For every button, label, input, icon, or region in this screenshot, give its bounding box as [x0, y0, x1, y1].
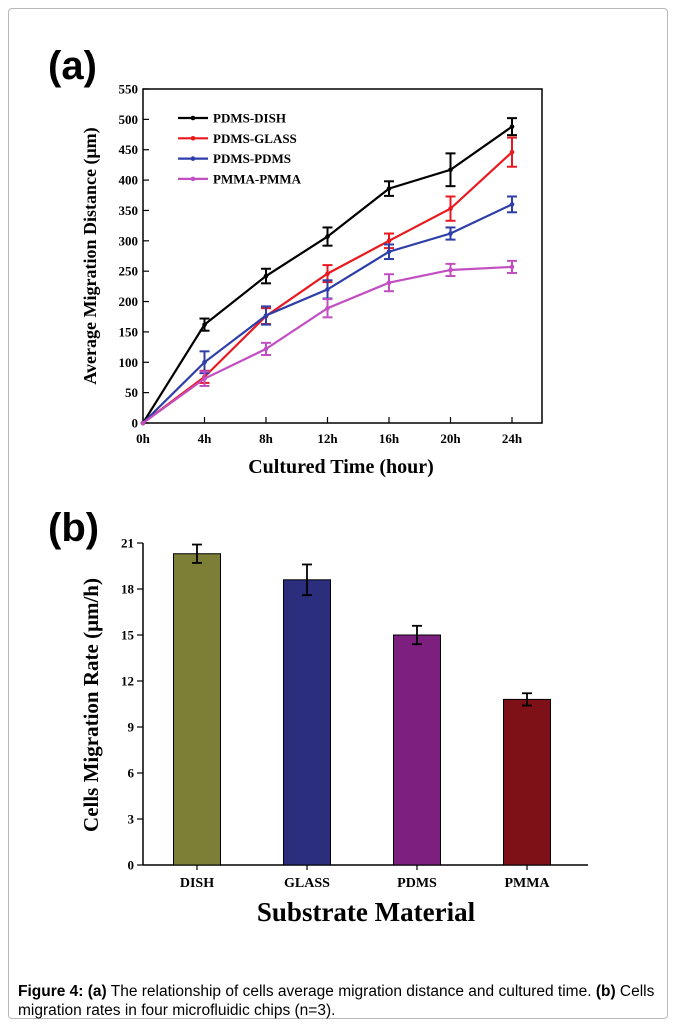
series-pdms-glass [140, 136, 517, 426]
bar-pdms [393, 624, 441, 866]
y-tick-label: 50 [125, 385, 138, 400]
legend-marker [190, 115, 196, 121]
bar [173, 553, 221, 866]
legend-marker [190, 136, 196, 141]
line-chart-legend: PDMS-DISH PDMS-GLASS PDMS-PDMS PMMA-PMMA [178, 111, 302, 186]
caption-part-a-label: (a) [87, 983, 107, 1000]
x-tick-label: PDMS [397, 876, 437, 891]
data-point [325, 234, 330, 239]
legend-marker [190, 156, 196, 161]
y-tick-label: 9 [128, 720, 135, 735]
y-tick-label: 12 [121, 674, 134, 689]
x-tick-label: 12h [317, 431, 338, 446]
data-point [386, 186, 392, 191]
y-tick-label: 150 [119, 324, 139, 339]
bar-chart-y-axis-title: Cells Migration Rate (μm/h) [79, 578, 103, 832]
y-tick-label: 18 [121, 582, 135, 597]
bar-chart-x-axis-title: Substrate Material [257, 897, 476, 927]
data-point [509, 149, 515, 155]
x-tick-label: PMMA [504, 876, 550, 891]
bar [283, 579, 331, 866]
line-chart-x-ticks: 0h 4h 8h 12h 16h 20h 24h [136, 417, 523, 446]
bar-chart-y-ticks: 0 3 6 9 12 15 18 21 [121, 536, 143, 873]
y-tick-label: 3 [128, 812, 135, 827]
y-tick-label: 550 [119, 82, 139, 97]
bar-glass [283, 563, 331, 866]
data-point [386, 280, 392, 286]
bar-dish [173, 543, 221, 866]
y-tick-label: 21 [121, 536, 134, 551]
x-tick-label: 20h [440, 431, 461, 446]
series-pmma-pmma [140, 259, 517, 426]
line-chart-series-group [140, 117, 517, 426]
y-tick-label: 15 [121, 628, 135, 643]
y-tick-label: 6 [128, 766, 135, 781]
data-point [202, 322, 207, 327]
legend-label: PMMA-PMMA [213, 171, 302, 186]
x-tick-label: 16h [379, 431, 400, 446]
data-point [263, 346, 269, 352]
caption-part-a-text: The relationship of cells average migrat… [106, 983, 596, 1000]
y-tick-label: 500 [119, 112, 139, 127]
data-point [140, 420, 146, 426]
series-pdms-pdms [140, 195, 517, 426]
bar-pmma [503, 692, 551, 866]
data-point [386, 249, 392, 255]
data-point [509, 264, 515, 270]
panel-label-b: (b) [48, 506, 99, 550]
y-tick-label: 350 [119, 203, 139, 218]
legend-label: PDMS-GLASS [213, 131, 297, 146]
line-chart-panel: (a) 0 50 100 150 200 250 300 350 400 450 500 550 0h… [48, 44, 543, 478]
x-tick-label: 4h [198, 431, 213, 446]
line-chart-x-axis-title: Cultured Time (hour) [248, 456, 434, 478]
line-chart-y-ticks: 0 50 100 150 200 250 300 350 400 450 500 550 [119, 82, 149, 431]
panel-label-a: (a) [48, 44, 97, 88]
data-point [386, 238, 392, 244]
bar-chart-bars [173, 543, 551, 866]
y-tick-label: 450 [119, 142, 139, 157]
data-point [263, 313, 269, 318]
data-point [448, 267, 453, 273]
x-tick-label: DISH [180, 876, 214, 891]
legend-label: PDMS-PDMS [213, 151, 291, 166]
y-tick-label: 0 [132, 416, 139, 431]
y-tick-label: 200 [119, 294, 139, 309]
data-point [509, 202, 515, 207]
data-point [448, 167, 453, 173]
data-point [448, 231, 453, 236]
data-point [509, 124, 515, 129]
bar-chart-x-ticks: DISH GLASS PDMS PMMA [180, 865, 550, 891]
line-chart-y-axis-title: Average Migration Distance (μm) [80, 127, 101, 384]
data-point [263, 273, 269, 279]
caption-part-b-text: Cells migration rates in four microfluid… [18, 983, 655, 1019]
data-point [325, 305, 330, 311]
y-tick-label: 0 [128, 858, 135, 873]
y-tick-label: 400 [119, 173, 139, 188]
bar-chart-panel: (b) 0 3 6 9 12 15 18 21 DISH GLASS PDMS PMMA Cells… [48, 506, 588, 927]
x-tick-label: 8h [259, 431, 274, 446]
x-tick-label: 24h [502, 431, 523, 446]
line-chart-plot-area [142, 88, 543, 424]
x-tick-label: GLASS [284, 876, 330, 891]
bar [393, 634, 441, 866]
data-point [325, 271, 330, 276]
legend-marker [190, 176, 196, 182]
x-tick-label: 0h [136, 431, 151, 446]
data-point [325, 287, 330, 292]
data-point [448, 206, 453, 211]
caption-part-b-label: (b) [595, 983, 616, 1000]
y-tick-label: 300 [119, 233, 139, 248]
y-tick-label: 100 [119, 355, 139, 370]
bar [503, 698, 551, 866]
y-tick-label: 250 [119, 264, 139, 279]
figure-frame [8, 8, 668, 1019]
data-point [202, 359, 207, 365]
figure-caption: Figure 4: (a) The relationship of cells … [18, 982, 668, 1020]
legend-label: PDMS-DISH [213, 111, 286, 126]
caption-figure-label: Figure 4: [18, 983, 84, 1000]
data-point [202, 376, 207, 381]
